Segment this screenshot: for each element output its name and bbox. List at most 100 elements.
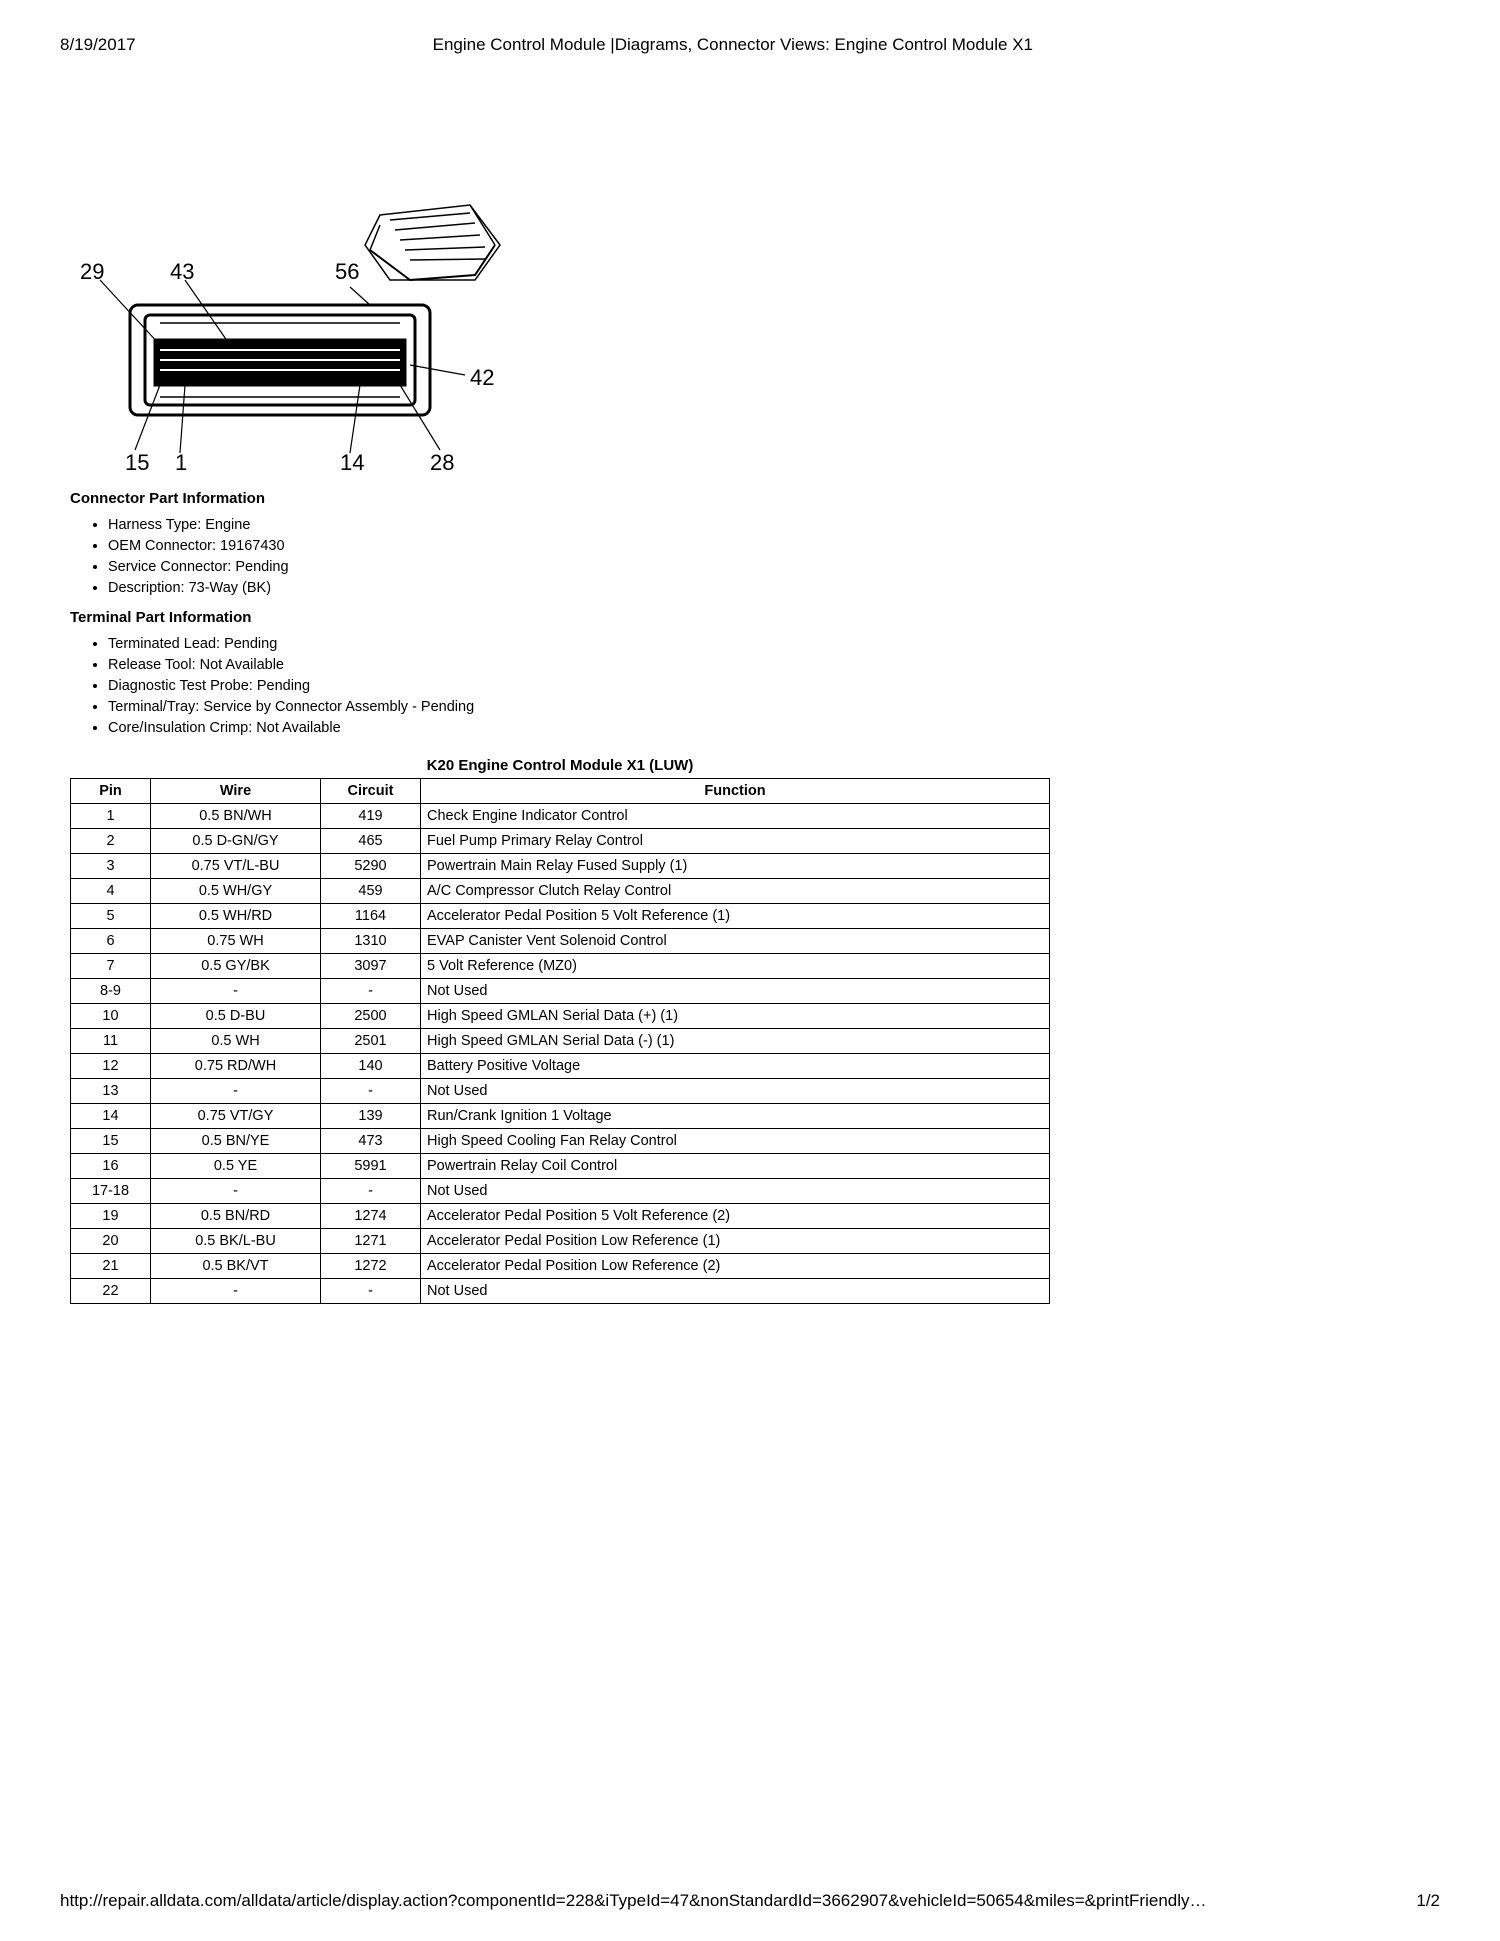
table-cell: - xyxy=(321,979,421,1004)
table-row: 13--Not Used xyxy=(71,1079,1050,1104)
pin-label-56: 56 xyxy=(335,259,359,284)
table-cell: Powertrain Main Relay Fused Supply (1) xyxy=(421,854,1050,879)
table-cell: Check Engine Indicator Control xyxy=(421,804,1050,829)
table-cell: 419 xyxy=(321,804,421,829)
table-cell: - xyxy=(321,1279,421,1304)
pin-label-42: 42 xyxy=(470,365,494,390)
table-cell: 0.5 WH/RD xyxy=(151,904,321,929)
list-item: Harness Type: Engine xyxy=(108,515,1050,536)
table-cell: 2 xyxy=(71,829,151,854)
table-cell: EVAP Canister Vent Solenoid Control xyxy=(421,929,1050,954)
table-cell: 16 xyxy=(71,1154,151,1179)
table-cell: 4 xyxy=(71,879,151,904)
table-row: 17-18--Not Used xyxy=(71,1179,1050,1204)
table-cell: 459 xyxy=(321,879,421,904)
connector-info-list: Harness Type: EngineOEM Connector: 19167… xyxy=(70,515,1050,599)
table-cell: Accelerator Pedal Position 5 Volt Refere… xyxy=(421,1204,1050,1229)
terminal-info-heading: Terminal Part Information xyxy=(70,609,1050,626)
table-cell: 6 xyxy=(71,929,151,954)
table-cell: 19 xyxy=(71,1204,151,1229)
page: 8/19/2017 Engine Control Module |Diagram… xyxy=(0,0,1500,1941)
table-cell: 2500 xyxy=(321,1004,421,1029)
table-cell: 1274 xyxy=(321,1204,421,1229)
table-cell: 0.5 BK/VT xyxy=(151,1254,321,1279)
list-item: Terminal/Tray: Service by Connector Asse… xyxy=(108,697,1050,718)
table-cell: 1164 xyxy=(321,904,421,929)
table-cell: - xyxy=(151,1079,321,1104)
footer-url: http://repair.alldata.com/alldata/articl… xyxy=(60,1891,1207,1911)
table-cell: 22 xyxy=(71,1279,151,1304)
table-cell: 0.5 BN/RD xyxy=(151,1204,321,1229)
table-cell: 0.75 VT/L-BU xyxy=(151,854,321,879)
list-item: OEM Connector: 19167430 xyxy=(108,536,1050,557)
table-cell: A/C Compressor Clutch Relay Control xyxy=(421,879,1050,904)
table-cell: 139 xyxy=(321,1104,421,1129)
table-cell: Accelerator Pedal Position Low Reference… xyxy=(421,1229,1050,1254)
table-row: 120.75 RD/WH140Battery Positive Voltage xyxy=(71,1054,1050,1079)
table-cell: Not Used xyxy=(421,1079,1050,1104)
table-row: 40.5 WH/GY459A/C Compressor Clutch Relay… xyxy=(71,879,1050,904)
table-row: 190.5 BN/RD1274Accelerator Pedal Positio… xyxy=(71,1204,1050,1229)
table-cell: Accelerator Pedal Position 5 Volt Refere… xyxy=(421,904,1050,929)
table-cell: 1271 xyxy=(321,1229,421,1254)
table-cell: 0.5 BN/YE xyxy=(151,1129,321,1154)
table-cell: 7 xyxy=(71,954,151,979)
list-item: Service Connector: Pending xyxy=(108,557,1050,578)
table-row: 30.75 VT/L-BU5290Powertrain Main Relay F… xyxy=(71,854,1050,879)
table-cell: 465 xyxy=(321,829,421,854)
pin-label-43: 43 xyxy=(170,259,194,284)
table-cell: 14 xyxy=(71,1104,151,1129)
table-cell: High Speed GMLAN Serial Data (+) (1) xyxy=(421,1004,1050,1029)
list-item: Release Tool: Not Available xyxy=(108,655,1050,676)
table-cell: 0.5 YE xyxy=(151,1154,321,1179)
table-cell: Fuel Pump Primary Relay Control xyxy=(421,829,1050,854)
table-cell: 0.5 WH xyxy=(151,1029,321,1054)
table-cell: 8-9 xyxy=(71,979,151,1004)
table-cell: 0.75 VT/GY xyxy=(151,1104,321,1129)
table-cell: 5 Volt Reference (MZ0) xyxy=(421,954,1050,979)
table-cell: 1310 xyxy=(321,929,421,954)
table-cell: 5290 xyxy=(321,854,421,879)
table-cell: 0.5 GY/BK xyxy=(151,954,321,979)
table-row: 70.5 GY/BK30975 Volt Reference (MZ0) xyxy=(71,954,1050,979)
table-row: 20.5 D-GN/GY465Fuel Pump Primary Relay C… xyxy=(71,829,1050,854)
pin-label-1: 1 xyxy=(175,450,187,475)
table-cell: 0.5 BN/WH xyxy=(151,804,321,829)
table-cell: - xyxy=(151,1279,321,1304)
table-cell: 5991 xyxy=(321,1154,421,1179)
col-function: Function xyxy=(421,779,1050,804)
table-cell: 1 xyxy=(71,804,151,829)
col-wire: Wire xyxy=(151,779,321,804)
connector-diagram: 29 43 56 42 15 1 14 28 xyxy=(70,195,520,475)
pin-label-15: 15 xyxy=(125,450,149,475)
table-cell: Accelerator Pedal Position Low Reference… xyxy=(421,1254,1050,1279)
list-item: Diagnostic Test Probe: Pending xyxy=(108,676,1050,697)
footer-page: 1/2 xyxy=(1416,1891,1440,1911)
table-cell: Powertrain Relay Coil Control xyxy=(421,1154,1050,1179)
table-cell: 0.75 WH xyxy=(151,929,321,954)
col-circuit: Circuit xyxy=(321,779,421,804)
table-row: 50.5 WH/RD1164Accelerator Pedal Position… xyxy=(71,904,1050,929)
table-cell: 15 xyxy=(71,1129,151,1154)
table-row: 150.5 BN/YE473High Speed Cooling Fan Rel… xyxy=(71,1129,1050,1154)
table-cell: - xyxy=(321,1179,421,1204)
table-cell: Not Used xyxy=(421,979,1050,1004)
table-cell: High Speed GMLAN Serial Data (-) (1) xyxy=(421,1029,1050,1054)
table-cell: 0.5 WH/GY xyxy=(151,879,321,904)
list-item: Terminated Lead: Pending xyxy=(108,634,1050,655)
table-row: 10.5 BN/WH419Check Engine Indicator Cont… xyxy=(71,804,1050,829)
list-item: Core/Insulation Crimp: Not Available xyxy=(108,718,1050,739)
table-row: 8-9--Not Used xyxy=(71,979,1050,1004)
pin-label-28: 28 xyxy=(430,450,454,475)
table-cell: 140 xyxy=(321,1054,421,1079)
header-title: Engine Control Module |Diagrams, Connect… xyxy=(26,35,1440,55)
table-cell: 0.5 BK/L-BU xyxy=(151,1229,321,1254)
connector-info-heading: Connector Part Information xyxy=(70,490,1050,507)
table-cell: 473 xyxy=(321,1129,421,1154)
terminal-info-list: Terminated Lead: PendingRelease Tool: No… xyxy=(70,634,1050,739)
table-cell: Not Used xyxy=(421,1179,1050,1204)
pin-label-29: 29 xyxy=(80,259,104,284)
print-footer: http://repair.alldata.com/alldata/articl… xyxy=(60,1891,1440,1911)
table-cell: 20 xyxy=(71,1229,151,1254)
table-row: 100.5 D-BU2500High Speed GMLAN Serial Da… xyxy=(71,1004,1050,1029)
